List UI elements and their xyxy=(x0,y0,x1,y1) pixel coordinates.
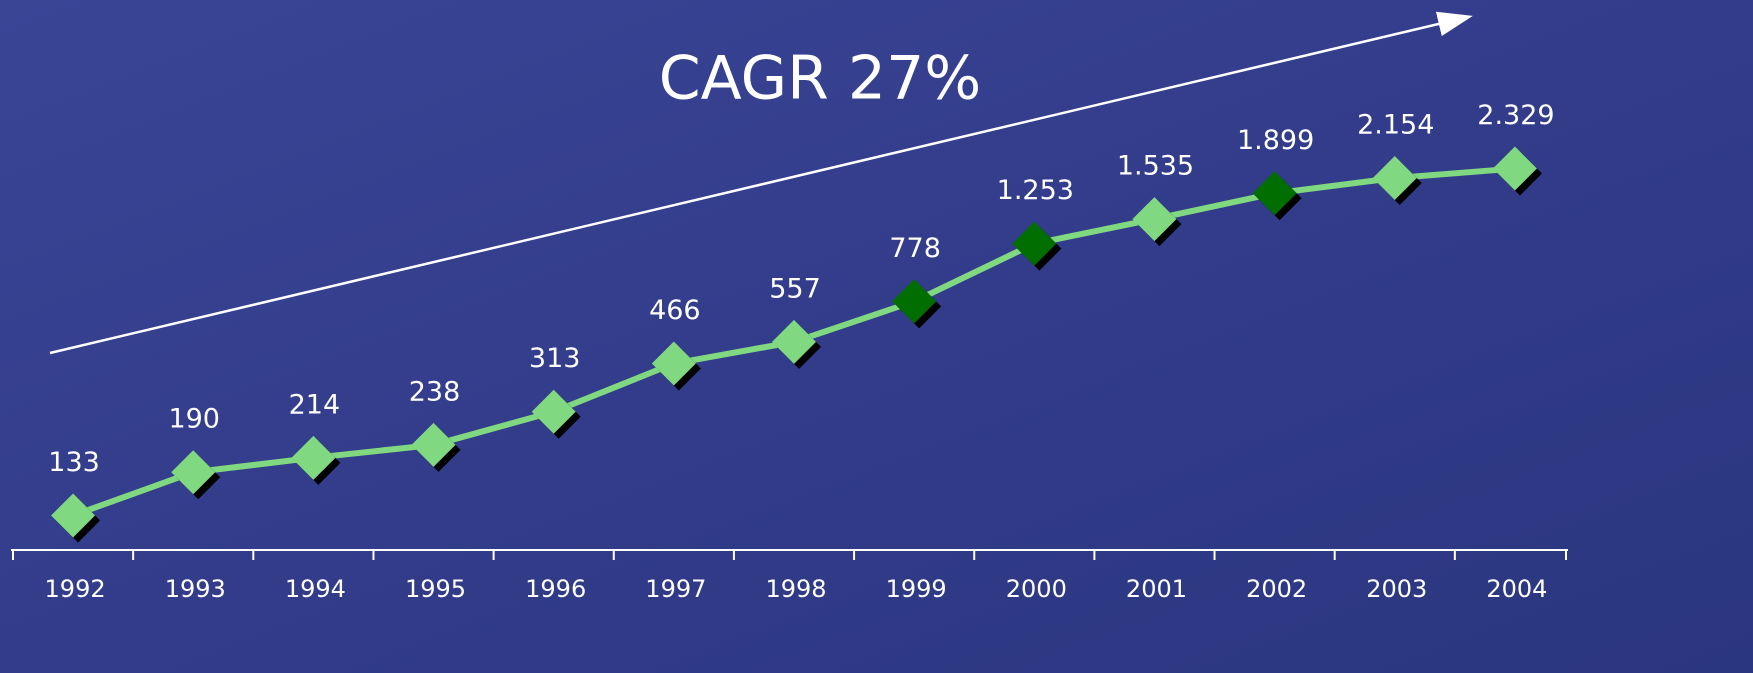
marker xyxy=(651,341,696,386)
x-tick-label: 1999 xyxy=(886,575,947,603)
marker xyxy=(1132,197,1177,242)
data-label: 190 xyxy=(168,404,220,435)
marker xyxy=(1252,171,1297,216)
marker xyxy=(772,319,816,364)
x-tick-label: 2003 xyxy=(1366,575,1427,603)
data-label: 313 xyxy=(529,343,581,374)
marker xyxy=(171,450,216,495)
data-label: 2.154 xyxy=(1357,110,1434,141)
x-tick-label: 2004 xyxy=(1486,575,1547,603)
marker xyxy=(531,389,576,434)
trend-arrow xyxy=(49,11,1473,355)
data-label: 466 xyxy=(649,295,701,326)
marker xyxy=(1492,146,1537,191)
x-tick-label: 1997 xyxy=(645,575,706,603)
data-label: 1.253 xyxy=(997,175,1074,206)
data-label: 1.535 xyxy=(1117,151,1194,182)
x-tick-label: 2001 xyxy=(1126,575,1187,603)
x-tick-label: 1993 xyxy=(165,575,226,603)
marker xyxy=(1372,156,1417,201)
x-tick-label: 1996 xyxy=(525,575,586,603)
marker xyxy=(1012,221,1057,266)
marker xyxy=(411,422,456,467)
marker xyxy=(291,435,336,480)
marker xyxy=(892,279,937,324)
marker xyxy=(51,493,96,538)
x-tick-label: 1994 xyxy=(285,575,346,603)
data-label: 1.899 xyxy=(1237,125,1314,156)
x-tick-label: 1992 xyxy=(45,575,106,603)
x-tick-label: 2002 xyxy=(1246,575,1307,603)
x-tick-label: 2000 xyxy=(1006,575,1067,603)
x-tick-label: 1998 xyxy=(765,575,826,603)
data-label: 2.329 xyxy=(1477,100,1554,131)
x-tick-label: 1995 xyxy=(405,575,466,603)
data-label: 778 xyxy=(889,233,941,264)
data-label: 238 xyxy=(409,376,461,407)
data-label: 133 xyxy=(48,447,100,478)
annotation: CAGR 27% xyxy=(659,44,982,114)
data-label: 557 xyxy=(769,273,821,304)
data-label: 214 xyxy=(289,389,341,420)
